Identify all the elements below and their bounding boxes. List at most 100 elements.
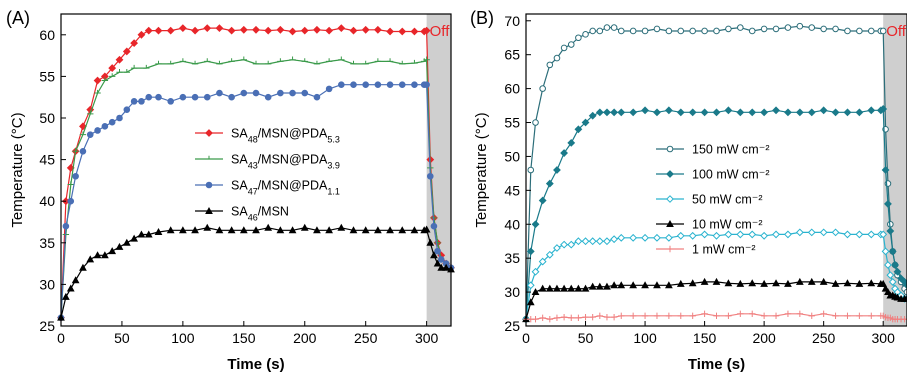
series-sa47-msn-pda1-1 xyxy=(57,81,455,321)
data-point xyxy=(155,60,162,65)
y-tick-label: 70 xyxy=(504,13,520,29)
data-point xyxy=(227,26,236,35)
data-point xyxy=(641,27,649,35)
data-point xyxy=(724,106,733,115)
data-point xyxy=(264,223,273,231)
data-point xyxy=(325,58,333,62)
data-point xyxy=(618,312,625,320)
data-point xyxy=(832,312,839,320)
x-tick-label: 50 xyxy=(578,330,594,346)
legend-entry: SA48/MSN@PDA5.3 xyxy=(195,127,340,145)
data-point xyxy=(725,25,732,33)
data-point xyxy=(748,230,757,239)
data-point xyxy=(94,127,101,134)
data-point xyxy=(760,25,768,33)
data-point xyxy=(252,226,260,234)
legend-label-part: 5.3 xyxy=(327,135,340,145)
data-point xyxy=(411,81,418,89)
data-point xyxy=(398,226,407,234)
data-point xyxy=(596,27,604,35)
data-point xyxy=(252,60,260,65)
x-tick-label: 100 xyxy=(633,330,657,346)
data-point xyxy=(300,223,309,231)
series-line-sa46-msn xyxy=(60,227,452,318)
legend-label-part: cm xyxy=(742,168,759,182)
data-point xyxy=(437,256,445,263)
y-tick-label: 30 xyxy=(504,284,520,300)
data-point xyxy=(252,25,260,34)
legend-swatch-marker xyxy=(666,245,674,253)
x-tick-label: 300 xyxy=(415,330,439,346)
data-point xyxy=(430,222,438,230)
legend-swatch-marker xyxy=(205,181,213,189)
data-point xyxy=(567,240,576,249)
x-tick-label: 200 xyxy=(752,330,776,346)
legend-label-part: SA xyxy=(231,179,248,193)
data-point xyxy=(362,60,369,65)
data-point xyxy=(143,64,150,69)
data-point xyxy=(855,279,864,287)
data-point xyxy=(350,60,357,65)
data-point xyxy=(288,27,297,36)
data-point xyxy=(239,25,248,34)
data-point xyxy=(772,106,780,115)
x-tick-label: 0 xyxy=(522,330,530,346)
legend-entry: 10 mW cm⁻² xyxy=(656,218,763,232)
data-point xyxy=(760,231,769,240)
data-point xyxy=(191,226,199,234)
data-point xyxy=(240,89,248,97)
data-point xyxy=(772,25,780,33)
data-point xyxy=(603,313,611,321)
data-point xyxy=(589,27,596,35)
data-point xyxy=(72,172,79,180)
data-point xyxy=(736,108,745,117)
data-point xyxy=(610,235,619,244)
data-point xyxy=(867,106,876,115)
legend-label: 10 mW cm⁻² xyxy=(692,218,763,232)
data-point xyxy=(843,230,852,239)
data-point xyxy=(61,292,70,300)
data-point xyxy=(582,313,589,321)
data-point xyxy=(137,30,146,39)
legend-label-part: 100 xyxy=(692,168,713,182)
data-point xyxy=(422,26,431,35)
data-point xyxy=(688,279,697,287)
data-point xyxy=(154,26,163,35)
data-point xyxy=(215,226,224,234)
data-point xyxy=(641,106,649,115)
data-point xyxy=(603,108,611,117)
data-point xyxy=(553,284,561,292)
data-point xyxy=(664,233,673,242)
data-point xyxy=(430,251,438,259)
y-tick-label: 45 xyxy=(39,152,55,168)
data-point xyxy=(442,263,451,271)
data-point xyxy=(87,110,94,115)
data-point xyxy=(374,58,382,62)
data-point xyxy=(100,251,109,259)
x-tick-label: 150 xyxy=(232,330,256,346)
data-point xyxy=(844,27,851,35)
data-point xyxy=(434,247,441,255)
data-point xyxy=(437,263,446,271)
data-point xyxy=(820,310,827,317)
data-point xyxy=(795,108,804,117)
plot-frame xyxy=(525,13,907,327)
data-point xyxy=(430,214,438,219)
data-point xyxy=(553,244,561,252)
data-point xyxy=(101,123,109,130)
series-100-mw-cm xyxy=(522,105,907,324)
data-point xyxy=(903,316,907,323)
data-point xyxy=(677,312,684,320)
data-point xyxy=(653,312,661,320)
x-tick-label: 300 xyxy=(872,330,896,346)
data-point xyxy=(325,26,334,35)
data-point xyxy=(560,284,568,292)
data-point xyxy=(531,288,540,296)
data-point xyxy=(903,288,907,296)
legend-entry: 150 mW cm⁻² xyxy=(656,143,769,157)
data-point xyxy=(227,226,236,234)
data-point xyxy=(179,93,187,101)
data-point xyxy=(289,56,296,61)
data-point xyxy=(807,277,816,285)
data-point xyxy=(313,93,321,101)
